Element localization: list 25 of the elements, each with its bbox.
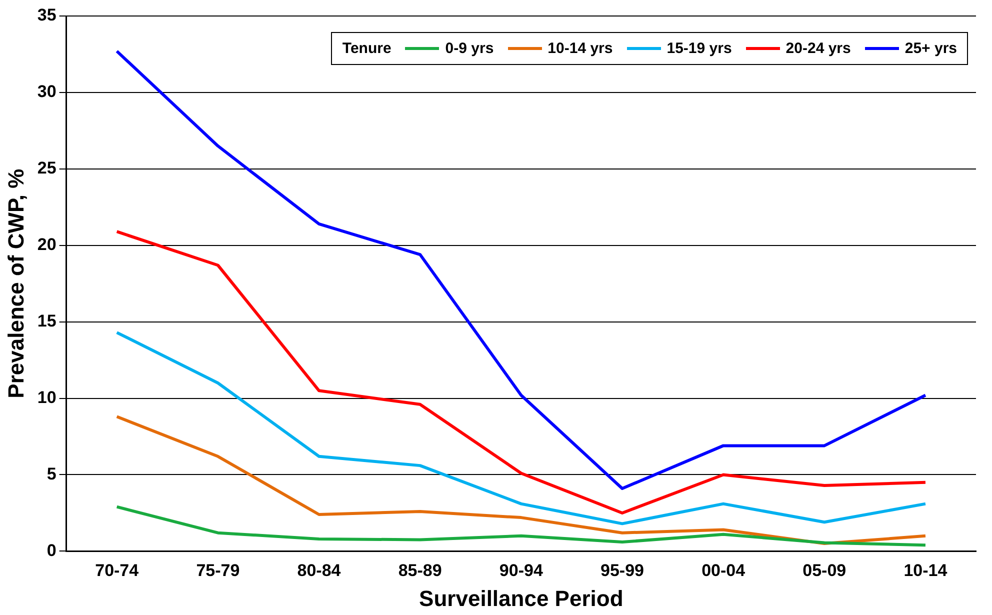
x-axis-title: Surveillance Period xyxy=(419,586,624,611)
x-tick-label: 05-09 xyxy=(802,561,846,580)
y-tick-label: 25 xyxy=(37,158,56,178)
x-tick-label: 95-99 xyxy=(600,561,644,580)
y-tick-label: 35 xyxy=(37,6,56,25)
legend-label: 20-24 yrs xyxy=(786,40,851,57)
x-tick-label: 75-79 xyxy=(196,561,240,580)
x-tick-label: 80-84 xyxy=(297,561,342,580)
y-tick-label: 20 xyxy=(37,235,56,254)
legend-title: Tenure xyxy=(342,40,392,57)
y-tick-label: 5 xyxy=(46,464,56,484)
x-tick-label: 00-04 xyxy=(702,561,746,580)
x-tick-label: 70-74 xyxy=(95,561,140,580)
y-axis-title: Prevalence of CWP, % xyxy=(3,168,28,398)
legend-label: 0-9 yrs xyxy=(445,40,494,57)
y-tick-label: 30 xyxy=(37,82,56,102)
legend-label: 10-14 yrs xyxy=(548,40,613,57)
y-tick-label: 0 xyxy=(46,540,56,560)
y-tick-label: 10 xyxy=(37,388,56,407)
x-tick-label: 85-89 xyxy=(398,561,442,580)
x-tick-label: 10-14 xyxy=(904,561,948,580)
y-tick-label: 15 xyxy=(37,312,56,331)
x-tick-label: 90-94 xyxy=(499,561,544,580)
legend-label: 15-19 yrs xyxy=(666,40,732,57)
legend-label: 25+ yrs xyxy=(904,40,957,57)
